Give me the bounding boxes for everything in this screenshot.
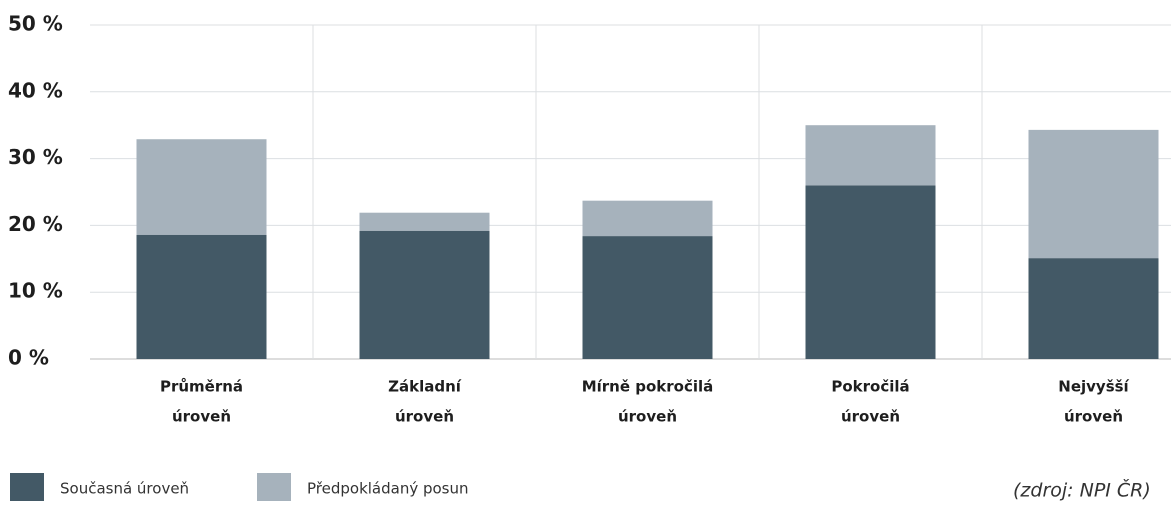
bar-segment: [359, 212, 490, 231]
bar-segment: [582, 236, 713, 359]
y-tick-label: 0 %: [8, 346, 49, 370]
legend-swatch: [10, 473, 44, 501]
bar-segment: [359, 230, 490, 359]
x-tick-label: úroveň: [841, 408, 900, 426]
x-tick-label: úroveň: [172, 408, 231, 426]
bar-segment: [805, 185, 936, 359]
x-tick-label: Mírně pokročilá: [582, 378, 714, 396]
x-tick-label: Průměrná: [160, 378, 243, 396]
x-tick-label: úroveň: [618, 408, 677, 426]
bar-segment: [582, 200, 713, 237]
y-tick-label: 20 %: [8, 212, 63, 236]
bar-segment: [1028, 129, 1159, 259]
y-tick-label: 40 %: [8, 78, 63, 102]
bar-segment: [136, 139, 267, 235]
legend-swatch: [257, 473, 291, 501]
y-tick-label: 30 %: [8, 145, 63, 169]
x-tick-label: Pokročilá: [831, 378, 909, 396]
x-tick-label: Nejvyšší: [1058, 378, 1129, 396]
bar-segment: [136, 234, 267, 359]
y-tick-label: 10 %: [8, 279, 63, 303]
x-tick-label: úroveň: [395, 408, 454, 426]
bar-segment: [1028, 258, 1159, 359]
x-tick-label: Základní: [388, 378, 462, 396]
bar-segment: [805, 125, 936, 186]
legend-label: Současná úroveň: [60, 480, 189, 498]
legend-label: Předpokládaný posun: [307, 480, 469, 498]
source-note: (zdroj: NPI ČR): [1013, 478, 1151, 502]
x-tick-label: úroveň: [1064, 408, 1123, 426]
y-tick-label: 50 %: [8, 12, 63, 36]
